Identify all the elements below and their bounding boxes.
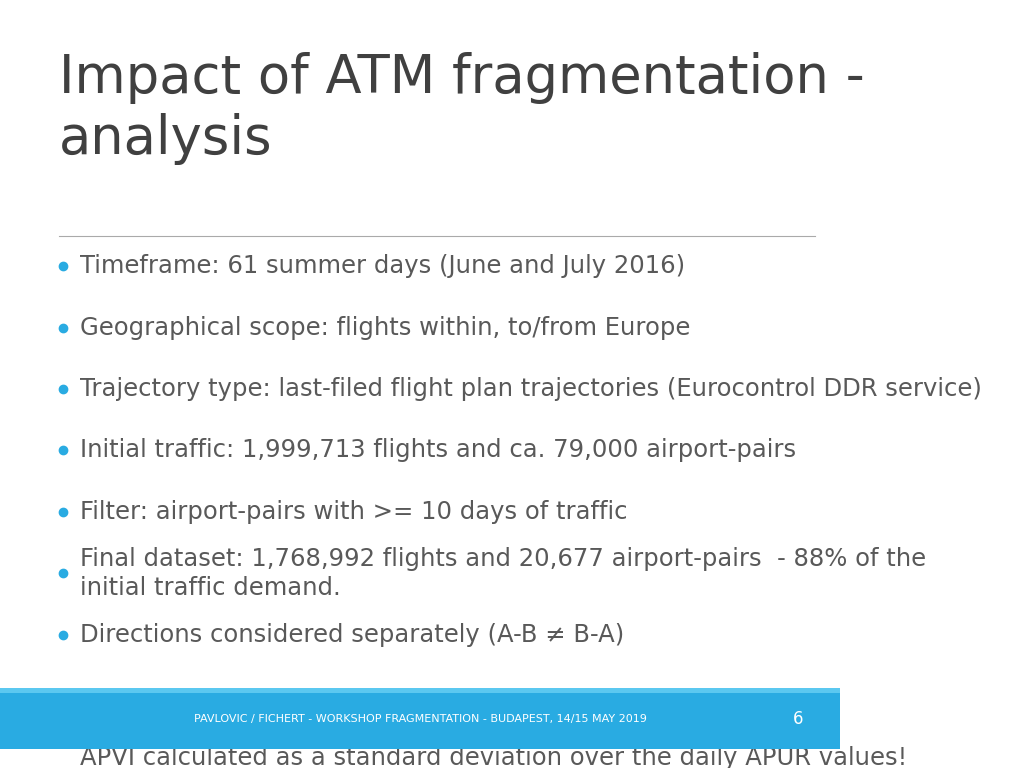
Text: Initial traffic: 1,999,713 flights and ca. 79,000 airport-pairs: Initial traffic: 1,999,713 flights and c… <box>80 439 796 462</box>
Text: Impact of ATM fragmentation -
analysis: Impact of ATM fragmentation - analysis <box>58 52 864 164</box>
Text: 6: 6 <box>793 710 804 728</box>
Text: Timeframe: 61 summer days (June and July 2016): Timeframe: 61 summer days (June and July… <box>80 254 685 278</box>
Text: APVI calculated as a standard deviation over the daily APUR values!: APVI calculated as a standard deviation … <box>80 746 907 768</box>
Bar <box>0 688 841 693</box>
Text: Filter: airport-pairs with >= 10 days of traffic: Filter: airport-pairs with >= 10 days of… <box>80 500 628 524</box>
Text: PAVLOVIC / FICHERT - WORKSHOP FRAGMENTATION - BUDAPEST, 14/15 MAY 2019: PAVLOVIC / FICHERT - WORKSHOP FRAGMENTAT… <box>194 713 646 723</box>
Text: Final dataset: 1,768,992 flights and 20,677 airport-pairs  - 88% of the
initial : Final dataset: 1,768,992 flights and 20,… <box>80 547 926 601</box>
Text: Geographical scope: flights within, to/from Europe: Geographical scope: flights within, to/f… <box>80 316 690 339</box>
Text: Directions considered separately (A-B ≠ B-A): Directions considered separately (A-B ≠ … <box>80 623 624 647</box>
Bar <box>0 688 841 750</box>
Text: Trajectory type: last-filed flight plan trajectories (Eurocontrol DDR service): Trajectory type: last-filed flight plan … <box>80 377 982 401</box>
